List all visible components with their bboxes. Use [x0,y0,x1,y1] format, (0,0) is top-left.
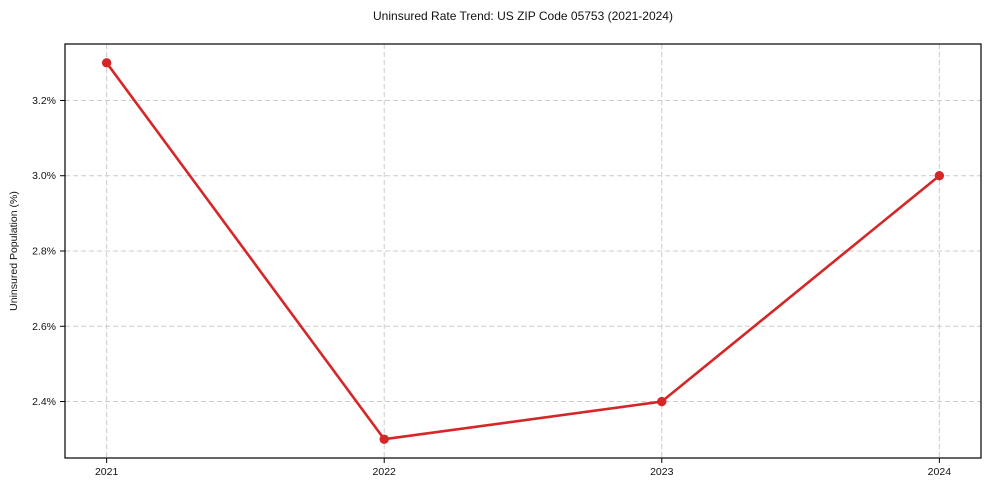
data-point-2023 [657,396,667,407]
x-tick-label: 2024 [928,466,952,478]
y-tick-label: 2.8% [32,246,56,258]
chart-title: Uninsured Rate Trend: US ZIP Code 05753 … [373,9,673,23]
data-point-2024 [934,171,945,181]
y-tick-label: 2.4% [32,396,56,408]
trend-line [105,61,941,441]
y-tick-label: 3.2% [32,95,56,107]
y-tick-label: 3.0% [32,170,56,182]
plot-border [64,43,982,459]
x-tick-label: 2022 [373,466,397,478]
y-tick-label: 2.6% [32,321,56,333]
x-tick-label: 2021 [95,466,119,478]
data-point-2021 [101,58,112,68]
x-tick-label: 2023 [650,466,674,478]
data-point-2022 [379,434,389,444]
